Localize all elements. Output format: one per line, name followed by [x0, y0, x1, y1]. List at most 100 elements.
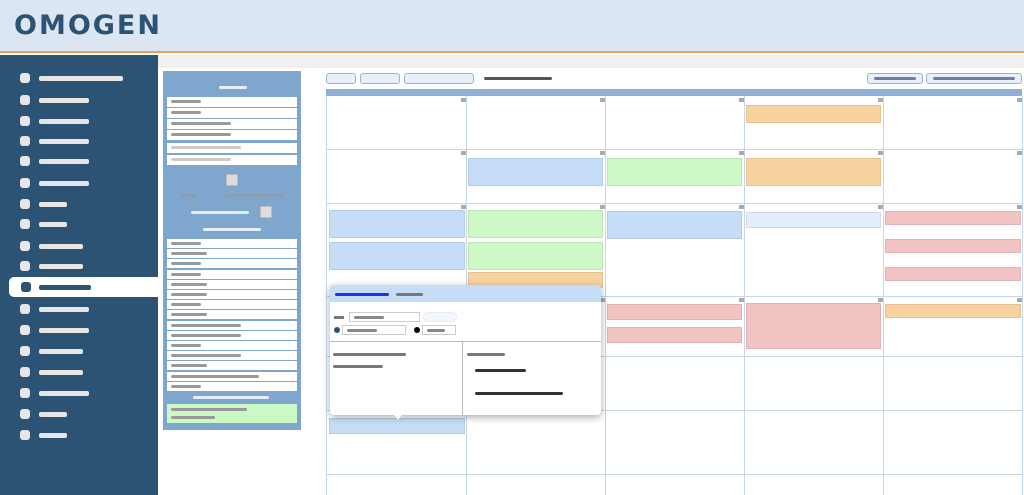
- calendar-event[interactable]: [746, 303, 881, 349]
- day-number[interactable]: [878, 98, 883, 102]
- calendar-event[interactable]: [746, 212, 881, 228]
- sidebar-item[interactable]: [0, 362, 158, 382]
- sidebar-item[interactable]: [0, 111, 158, 131]
- day-number[interactable]: [461, 98, 466, 102]
- calendar-event[interactable]: [468, 242, 603, 270]
- sidebar-item[interactable]: [0, 299, 158, 319]
- sidebar-item[interactable]: [0, 383, 158, 403]
- calendar-event[interactable]: [329, 242, 465, 270]
- filter-row[interactable]: [167, 155, 297, 165]
- sidebar-item[interactable]: [9, 277, 158, 297]
- filter-row[interactable]: [167, 143, 297, 153]
- calendar-event[interactable]: [607, 158, 742, 186]
- resource-row[interactable]: [167, 249, 297, 259]
- resource-row[interactable]: [167, 310, 297, 320]
- sidebar-item[interactable]: [0, 256, 158, 276]
- toolbar-button[interactable]: [360, 73, 400, 84]
- calendar-event[interactable]: [329, 210, 465, 238]
- sidebar-item[interactable]: [0, 173, 158, 193]
- toolbar-button[interactable]: [404, 73, 474, 84]
- tab-active[interactable]: [335, 293, 389, 296]
- resource-row[interactable]: [167, 341, 297, 350]
- nav-label: [39, 433, 67, 438]
- day-number[interactable]: [461, 205, 466, 209]
- day-number[interactable]: [878, 205, 883, 209]
- omogen-logo[interactable]: OMOGEN: [14, 10, 162, 41]
- calendar-event[interactable]: [746, 158, 881, 186]
- day-number[interactable]: [739, 298, 744, 302]
- sidebar-item[interactable]: [0, 194, 158, 214]
- sidebar-item[interactable]: [0, 90, 158, 110]
- day-number[interactable]: [600, 151, 605, 155]
- filter-row[interactable]: [167, 130, 297, 140]
- checkbox[interactable]: [226, 174, 238, 186]
- action-button[interactable]: [423, 312, 457, 322]
- filter-row[interactable]: [167, 97, 297, 107]
- resource-row[interactable]: [167, 279, 297, 289]
- calendar-event[interactable]: [885, 239, 1021, 253]
- tab[interactable]: [396, 293, 423, 296]
- calendar-event[interactable]: [607, 211, 742, 239]
- resource-row[interactable]: [167, 290, 297, 299]
- checkbox[interactable]: [260, 206, 272, 218]
- calendar-event[interactable]: [885, 211, 1021, 225]
- day-number[interactable]: [739, 151, 744, 155]
- day-number[interactable]: [1017, 205, 1022, 209]
- detail-link[interactable]: [475, 369, 526, 372]
- resource-row[interactable]: [167, 371, 297, 381]
- grid-line: [1022, 96, 1023, 495]
- calendar-event[interactable]: [607, 304, 742, 320]
- radio-option[interactable]: [414, 327, 420, 333]
- calendar-event[interactable]: [746, 105, 881, 123]
- text-field[interactable]: [342, 325, 406, 335]
- filter-row[interactable]: [167, 108, 297, 118]
- grid-line: [326, 203, 1023, 204]
- sidebar-item[interactable]: [0, 320, 158, 340]
- day-number[interactable]: [600, 98, 605, 102]
- filter-row[interactable]: [167, 119, 297, 129]
- resource-row[interactable]: [167, 330, 297, 340]
- sidebar-item[interactable]: [0, 214, 158, 234]
- resource-row[interactable]: [167, 239, 297, 248]
- resource-row[interactable]: [167, 300, 297, 310]
- resource-row[interactable]: [167, 320, 297, 330]
- view-button[interactable]: [926, 73, 1022, 84]
- day-number[interactable]: [878, 298, 883, 302]
- sidebar-item[interactable]: [0, 425, 158, 445]
- resource-row[interactable]: [167, 259, 297, 269]
- sidebar-item[interactable]: [0, 341, 158, 361]
- day-number[interactable]: [1017, 98, 1022, 102]
- day-number[interactable]: [600, 205, 605, 209]
- day-number[interactable]: [461, 151, 466, 155]
- day-number[interactable]: [739, 98, 744, 102]
- resource-row[interactable]: [167, 361, 297, 371]
- text-field[interactable]: [349, 312, 420, 322]
- selected-filter-row[interactable]: [167, 404, 297, 423]
- sidebar-item[interactable]: [0, 131, 158, 151]
- sidebar-nav: [0, 55, 158, 495]
- resource-row[interactable]: [167, 351, 297, 361]
- radio-option[interactable]: [334, 327, 340, 333]
- day-number[interactable]: [739, 205, 744, 209]
- text-field[interactable]: [422, 325, 456, 335]
- sidebar-item[interactable]: [0, 404, 158, 424]
- toolbar-button[interactable]: [326, 73, 356, 84]
- day-number[interactable]: [1017, 151, 1022, 155]
- calendar-event[interactable]: [329, 418, 465, 434]
- view-button[interactable]: [867, 73, 923, 84]
- day-number[interactable]: [600, 298, 605, 302]
- nav-icon: [20, 409, 30, 419]
- sidebar-item[interactable]: [0, 236, 158, 256]
- resource-row[interactable]: [167, 381, 297, 391]
- sidebar-item[interactable]: [0, 151, 158, 171]
- day-number[interactable]: [1017, 298, 1022, 302]
- calendar-event[interactable]: [885, 304, 1021, 318]
- day-number[interactable]: [878, 151, 883, 155]
- resource-row[interactable]: [167, 269, 297, 279]
- sidebar-item[interactable]: [0, 68, 158, 88]
- calendar-event[interactable]: [468, 210, 603, 238]
- detail-link[interactable]: [475, 392, 563, 395]
- calendar-event[interactable]: [468, 158, 603, 186]
- calendar-event[interactable]: [885, 267, 1021, 281]
- calendar-event[interactable]: [607, 327, 742, 343]
